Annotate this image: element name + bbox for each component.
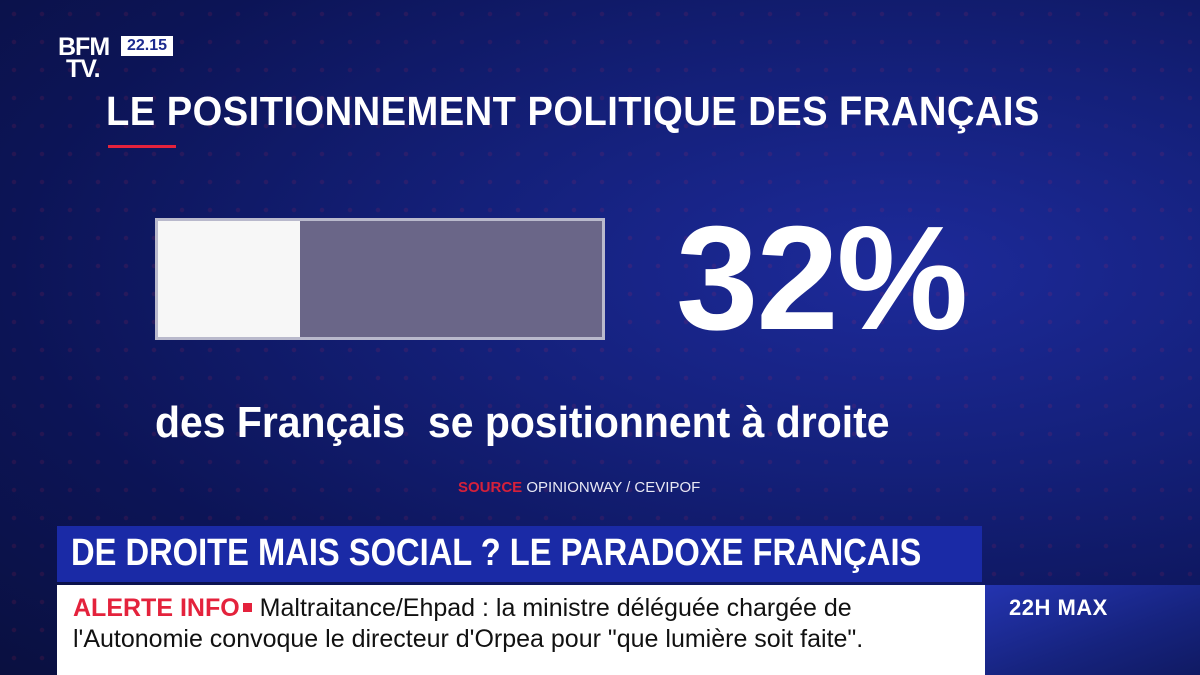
channel-logo: BFM TV. <box>58 33 110 83</box>
show-badge: 22H MAX <box>985 585 1200 675</box>
news-ticker: ALERTE INFO Maltraitance/Ehpad : la minis… <box>57 585 985 675</box>
graphic-subtitle: des Français se positionnent à droite <box>155 398 890 447</box>
alert-label: ALERTE INFO <box>73 594 240 622</box>
source-label: SOURCE <box>458 479 523 496</box>
alert-square-icon <box>242 603 252 613</box>
clock: 22.15 <box>121 36 174 56</box>
percentage-bar-fill <box>158 221 301 337</box>
logo-line-2: TV. <box>66 55 101 83</box>
source-line: SOURCE OPINIONWAY / CEVIPOF <box>458 479 700 496</box>
percentage-value: 32% <box>676 196 968 361</box>
graphic-title: LE POSITIONNEMENT POLITIQUE DES FRANÇAIS <box>106 88 1040 134</box>
show-name: 22H MAX <box>1009 595 1108 620</box>
logo-line-1: BFM <box>58 33 110 61</box>
ticker-content: ALERTE INFO Maltraitance/Ehpad : la minis… <box>73 593 973 655</box>
headline-banner: DE DROITE MAIS SOCIAL ? LE PARADOXE FRAN… <box>57 526 982 582</box>
source-text: OPINIONWAY / CEVIPOF <box>526 479 701 496</box>
percentage-bar <box>155 218 605 340</box>
title-underline <box>108 145 176 148</box>
headline-text: DE DROITE MAIS SOCIAL ? LE PARADOXE FRAN… <box>71 532 922 574</box>
ticker-text: Maltraitance/Ehpad : la ministre délégué… <box>73 594 864 653</box>
